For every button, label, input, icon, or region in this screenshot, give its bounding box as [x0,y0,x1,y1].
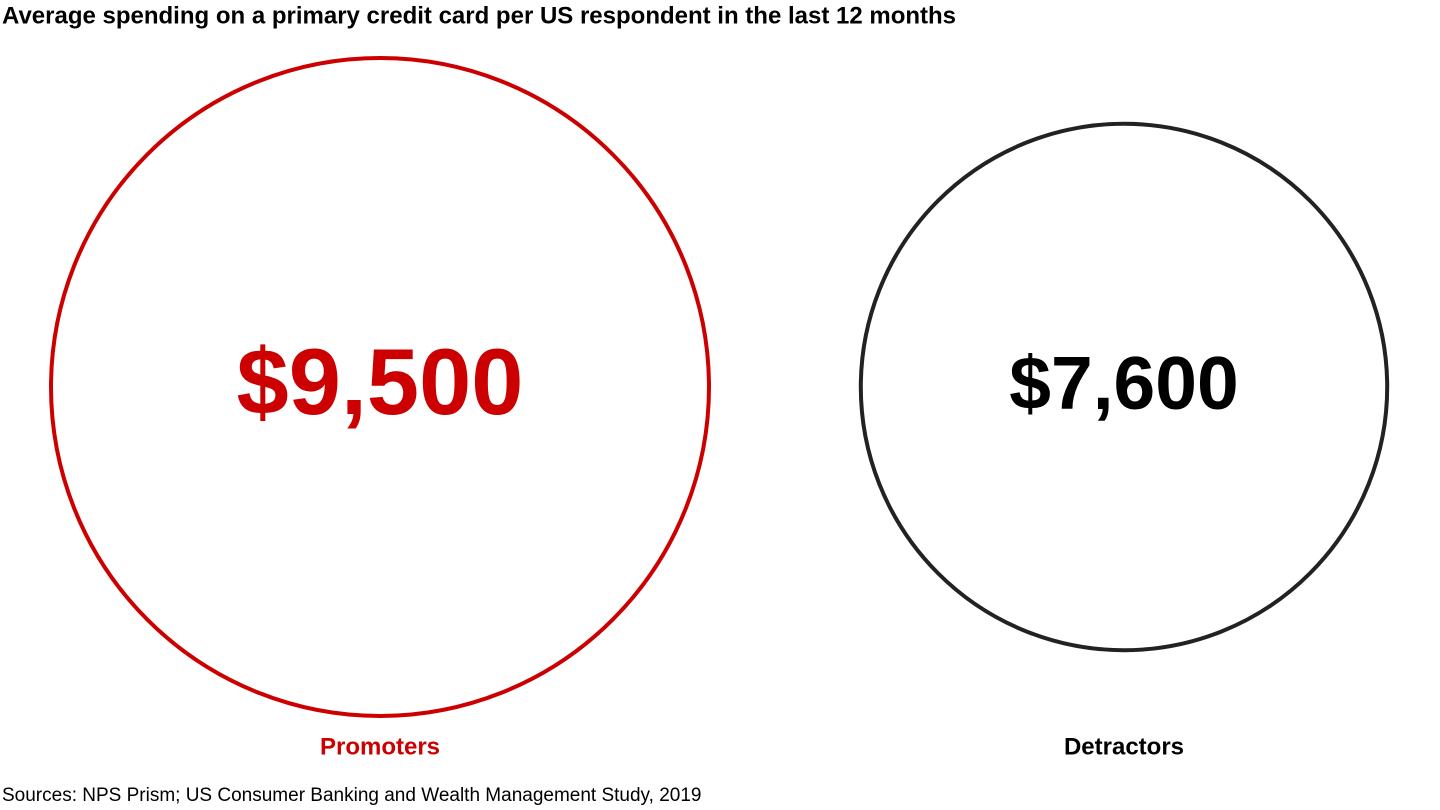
value-label: $9,500 [237,329,524,434]
source-note: Sources: NPS Prism; US Consumer Banking … [2,785,701,806]
bubble [858,121,1390,653]
category-label: Promoters [320,733,440,760]
chart-title: Average spending on a primary credit car… [2,2,956,29]
bubble [49,56,711,718]
value-label: $7,600 [1009,341,1238,425]
category-label: Detractors [1064,733,1184,760]
